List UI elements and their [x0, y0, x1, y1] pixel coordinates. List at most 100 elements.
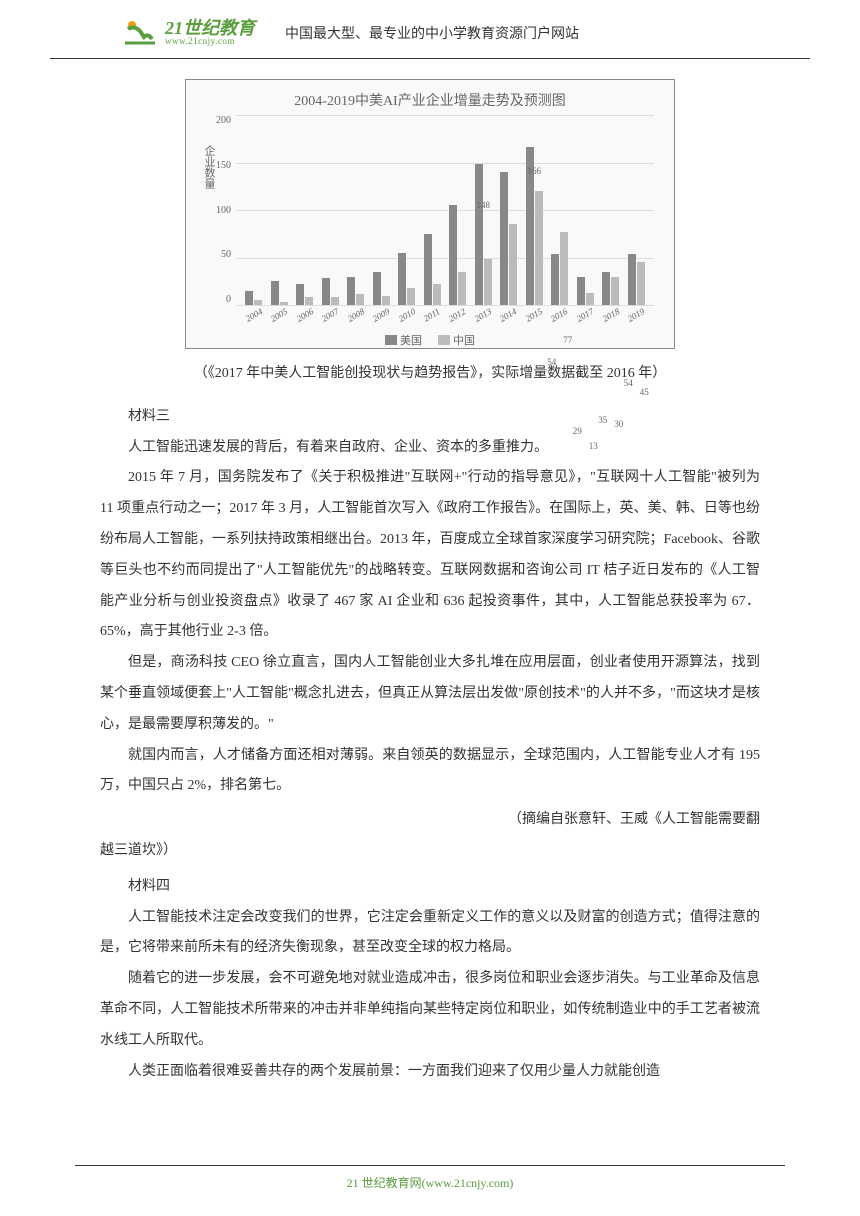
bar [433, 284, 441, 305]
grid-line [236, 305, 654, 306]
bar-group [271, 281, 288, 305]
x-label: 2012 [447, 306, 468, 324]
bar-value-label: 148 [477, 200, 491, 210]
bar-group: 166 [526, 147, 543, 305]
bar [484, 259, 492, 305]
chart-container: 2004-2019中美AI产业企业增量走势及预测图 企业数量 200150100… [185, 79, 675, 349]
chart-area: 企业数量 200150100500 1481665477291335305445 [236, 115, 654, 305]
bar-value-label: 45 [640, 387, 649, 397]
section-4-title: 材料四 [100, 872, 760, 903]
bar-group [424, 234, 441, 305]
bar [424, 234, 432, 305]
legend-label: 中国 [453, 332, 475, 348]
bar-group [449, 205, 466, 305]
logo-main-text: 21世纪教育 [165, 19, 255, 37]
bar-value-label: 30 [614, 419, 623, 429]
bar-group [373, 272, 390, 305]
bar [577, 277, 585, 305]
legend-item: 中国 [438, 332, 475, 348]
bar [347, 277, 355, 306]
bar-value-label: 35 [598, 415, 607, 425]
x-label: 2014 [498, 306, 519, 324]
logo-icon [120, 15, 160, 50]
bar-group [322, 278, 339, 305]
bar [322, 278, 330, 305]
x-label: 2004 [243, 306, 264, 324]
bar [458, 272, 466, 305]
bar [305, 297, 313, 305]
x-label: 2009 [371, 306, 392, 324]
logo-text: 21世纪教育 www.21cnjy.com [165, 19, 255, 46]
y-tick: 150 [206, 160, 231, 171]
bar [398, 253, 406, 305]
bar [449, 205, 457, 305]
footer-text: 21 世纪教育网 [347, 1176, 422, 1190]
bar [560, 232, 568, 305]
legend-label: 美国 [400, 332, 422, 348]
bar-group [347, 277, 364, 306]
bar-group [500, 172, 517, 305]
bar-value-label: 13 [589, 441, 598, 451]
y-tick: 200 [206, 115, 231, 126]
chart-legend: 美国 中国 [196, 332, 664, 348]
page-header: 21世纪教育 www.21cnjy.com 中国最大型、最专业的中小学教育资源门… [50, 0, 810, 59]
bar [280, 302, 288, 305]
x-label: 2018 [600, 306, 621, 324]
bar-group [296, 284, 313, 305]
x-label: 2011 [422, 306, 442, 323]
bar-group: 148 [475, 164, 492, 305]
bar [628, 254, 636, 305]
footer-url: (www.21cnjy.com) [422, 1176, 514, 1190]
paragraph-5: 人工智能技术注定会改变我们的世界，它注定会重新定义工作的意义以及财富的创造方式；… [100, 903, 760, 965]
bar-value-label: 29 [573, 426, 582, 436]
bar [382, 296, 390, 306]
source-3-cont: 越三道坎》） [100, 836, 760, 867]
logo-section: 21世纪教育 www.21cnjy.com [120, 15, 255, 50]
x-label: 2013 [473, 306, 494, 324]
logo-url: www.21cnjy.com [165, 37, 255, 46]
bar [271, 281, 279, 305]
x-label: 2008 [346, 306, 367, 324]
y-tick: 100 [206, 205, 231, 216]
header-slogan: 中国最大型、最专业的中小学教育资源门户网站 [285, 23, 579, 43]
bar [509, 224, 517, 305]
bar [535, 191, 543, 305]
bar [500, 172, 508, 305]
bar [637, 262, 645, 305]
bar [602, 272, 610, 305]
bar-group: 2913 [577, 277, 594, 305]
bar-value-label: 77 [563, 335, 572, 345]
x-label: 2010 [397, 306, 418, 324]
document-content: （《2017 年中美人工智能创投现状与趋势报告》，实际增量数据截至 2016 年… [0, 359, 860, 1087]
bar-value-label: 54 [624, 378, 633, 388]
bar [331, 297, 339, 305]
bar-group [398, 253, 415, 305]
bar [407, 288, 415, 305]
legend-item: 美国 [385, 332, 422, 348]
paragraph-2: 2015 年 7 月，国务院发布了《关于积极推进"互联网+"行动的指导意见》，"… [100, 463, 760, 648]
bar [373, 272, 381, 305]
y-tick: 0 [206, 294, 231, 305]
bar-group [245, 291, 262, 305]
bar-value-label: 54 [547, 357, 556, 367]
x-label: 2005 [269, 306, 290, 324]
bar [245, 291, 253, 305]
bar [254, 300, 262, 305]
y-tick: 50 [206, 249, 231, 260]
legend-color-box [385, 335, 397, 345]
paragraph-1: 人工智能迅速发展的背后，有着来自政府、企业、资本的多重推力。 [100, 433, 760, 464]
paragraph-7: 人类正面临着很难妥善共存的两个发展前景：一方面我们迎来了仅用少量人力就能创造 [100, 1057, 760, 1088]
x-label: 2007 [320, 306, 341, 324]
bar [551, 254, 559, 305]
paragraph-4: 就国内而言，人才储备方面还相对薄弱。来自领英的数据显示，全球范围内，人工智能专业… [100, 741, 760, 803]
bar-group: 5445 [628, 254, 645, 305]
paragraph-3: 但是，商汤科技 CEO 徐立直言，国内人工智能创业大多扎堆在应用层面，创业者使用… [100, 648, 760, 740]
bar [586, 293, 594, 305]
bar-group: 5477 [551, 232, 568, 305]
page-footer: 21 世纪教育网(www.21cnjy.com) [75, 1165, 785, 1191]
paragraph-6: 随着它的进一步发展，会不可避免地对就业造成冲击，很多岗位和职业会逐步消失。与工业… [100, 964, 760, 1056]
x-label: 2006 [295, 306, 316, 324]
section-3-title: 材料三 [100, 402, 760, 433]
bar [475, 164, 483, 305]
x-label: 2016 [549, 306, 570, 324]
